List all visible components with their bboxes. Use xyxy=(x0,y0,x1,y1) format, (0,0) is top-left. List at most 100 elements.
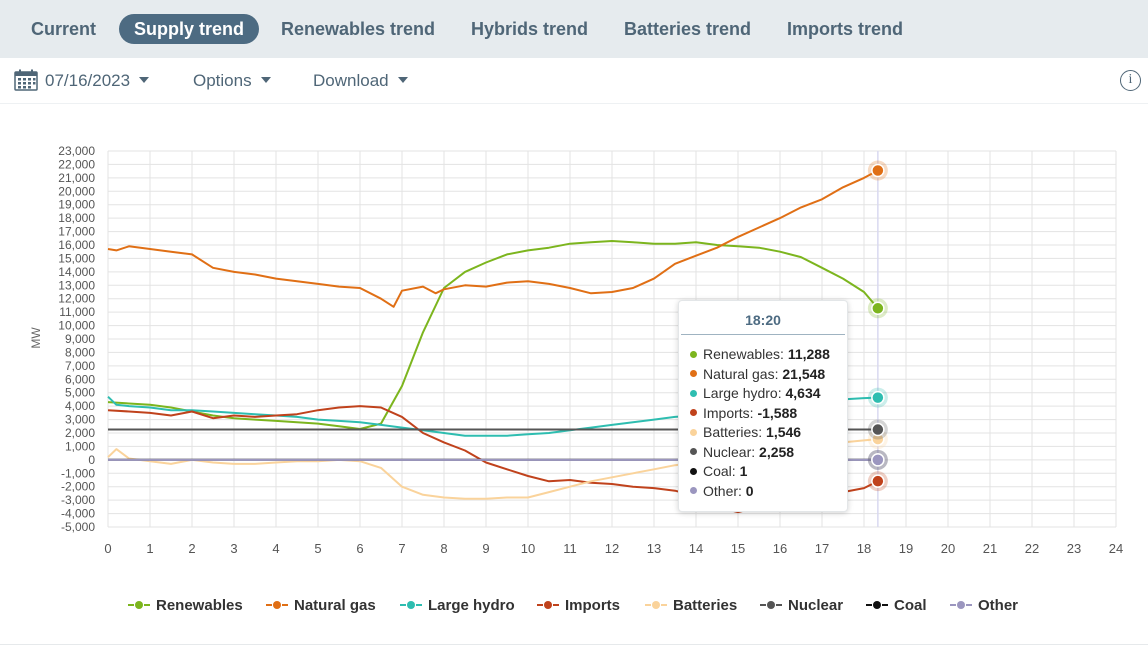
series-dot-icon xyxy=(690,467,697,475)
x-tick-label: 19 xyxy=(899,541,913,556)
y-tick-label: 11,000 xyxy=(59,305,95,319)
x-tick-label: 3 xyxy=(230,541,237,556)
end-marker-other xyxy=(871,453,885,467)
tooltip-row-value: 1,546 xyxy=(766,424,802,440)
info-icon[interactable]: i xyxy=(1120,70,1141,91)
date-picker[interactable]: 07/16/2023 xyxy=(45,70,150,92)
end-marker-halo-natural-gas xyxy=(867,160,888,181)
tooltip-row-label: Other: xyxy=(703,482,746,499)
x-tick-label: 7 xyxy=(398,541,405,556)
y-tick-label: 15,000 xyxy=(58,251,95,265)
series-dot-icon xyxy=(690,389,697,397)
tab-renewables-trend[interactable]: Renewables trend xyxy=(281,19,436,39)
x-tick-label: 12 xyxy=(605,541,619,556)
options-dropdown[interactable]: Options xyxy=(193,70,271,92)
tooltip-row-label: Natural gas: xyxy=(703,365,783,382)
legend-symbol-icon xyxy=(866,600,888,610)
legend-label: Other xyxy=(978,597,1019,614)
legend-item-imports[interactable]: Imports xyxy=(537,596,620,616)
legend-label: Natural gas xyxy=(294,597,376,614)
legend-item-renewables[interactable]: Renewables xyxy=(128,596,243,616)
y-tick-label: 8,000 xyxy=(65,345,95,359)
y-tick-label: 21,000 xyxy=(58,171,95,185)
series-dot-icon xyxy=(690,370,697,378)
tooltip-row-value: 11,288 xyxy=(787,346,830,362)
legend-label: Imports xyxy=(565,597,621,614)
y-tick-label: 18,000 xyxy=(58,211,95,225)
end-marker-halo-renewables xyxy=(867,298,888,319)
x-tick-label: 21 xyxy=(983,541,997,556)
legend-symbol-icon xyxy=(266,600,288,610)
x-tick-label: 8 xyxy=(440,541,447,556)
x-tick-label: 11 xyxy=(563,541,577,556)
y-tick-label: 23,000 xyxy=(58,144,95,158)
tab-imports-trend[interactable]: Imports trend xyxy=(787,19,904,39)
tooltip-row-label: Nuclear: xyxy=(703,443,760,460)
end-marker-large-hydro xyxy=(871,390,885,405)
options-label: Options xyxy=(193,71,252,90)
end-marker-natural-gas xyxy=(871,163,885,178)
x-tick-label: 9 xyxy=(482,541,489,556)
x-tick-label: 14 xyxy=(689,541,703,556)
legend-item-large-hydro[interactable]: Large hydro xyxy=(400,596,515,616)
x-axis-ticks: 0 1 2 3 4 5 6 7 8 9 10 11 12 13 14 15 16 17 18 19 20 21 22 23 24 xyxy=(104,541,1123,556)
divider xyxy=(0,644,1148,645)
tab-supply-trend[interactable]: Supply trend xyxy=(119,14,260,44)
tooltip-row-large-hydro: Large hydro: 4,634 xyxy=(690,385,821,401)
end-marker-nuclear xyxy=(871,422,885,437)
y-tick-label: 1,000 xyxy=(65,439,95,453)
legend-symbol-icon xyxy=(950,600,972,610)
y-tick-label: 20,000 xyxy=(58,184,95,198)
legend-symbol-icon xyxy=(128,600,150,610)
calendar-icon[interactable] xyxy=(14,69,38,91)
download-dropdown[interactable]: Download xyxy=(313,70,408,92)
y-tick-label: -2,000 xyxy=(61,480,95,494)
end-marker-halo-large-hydro xyxy=(867,387,888,408)
tooltip-row-label: Coal: xyxy=(703,463,740,479)
legend-item-nuclear[interactable]: Nuclear xyxy=(760,596,843,616)
x-tick-label: 17 xyxy=(815,541,829,556)
x-tick-label: 2 xyxy=(188,541,195,556)
tooltip-row-value: 4,634 xyxy=(785,385,821,401)
tooltip-row-label: Imports: xyxy=(703,404,758,421)
x-tick-label: 4 xyxy=(272,541,279,556)
download-label: Download xyxy=(313,71,389,90)
tooltip-row-natural-gas: Natural gas: 21,548 xyxy=(690,366,825,382)
y-tick-label: -3,000 xyxy=(61,493,95,507)
tab-current[interactable]: Current xyxy=(31,19,97,39)
chart-end-markers xyxy=(867,160,888,492)
chart-legend: Renewables Natural gas Large hydro Imports B… xyxy=(0,596,1148,616)
tooltip-row-label: Batteries: xyxy=(703,424,767,440)
series-dot-icon xyxy=(690,350,697,358)
x-tick-label: 24 xyxy=(1109,541,1123,556)
end-marker-halo-imports xyxy=(867,471,888,492)
chevron-down-icon xyxy=(397,76,408,83)
tooltip-row-value: 1 xyxy=(739,463,748,479)
end-marker-halo-batteries xyxy=(867,429,888,450)
x-tick-label: 1 xyxy=(146,541,153,556)
legend-item-batteries[interactable]: Batteries xyxy=(645,596,737,616)
series-dot-icon xyxy=(690,409,697,417)
date-value: 07/16/2023 xyxy=(45,71,131,90)
legend-label: Large hydro xyxy=(428,597,515,614)
legend-item-coal[interactable]: Coal xyxy=(866,596,927,616)
tooltip-row-value: -1,588 xyxy=(757,404,798,421)
legend-item-natural-gas[interactable]: Natural gas xyxy=(266,596,376,616)
legend-item-other[interactable]: Other xyxy=(950,596,1018,616)
tab-hybrids-trend[interactable]: Hybrids trend xyxy=(471,19,589,39)
y-tick-label: 9,000 xyxy=(65,332,95,346)
tab-batteries-trend[interactable]: Batteries trend xyxy=(624,19,752,39)
end-marker-halo-coal xyxy=(867,449,888,470)
end-marker-halo-nuclear xyxy=(867,419,888,440)
y-tick-label: 12,000 xyxy=(58,292,95,306)
y-tick-label: 5,000 xyxy=(65,386,95,400)
tooltip-time: 18:20 xyxy=(681,301,845,335)
x-tick-label: 0 xyxy=(104,541,111,556)
x-tick-label: 6 xyxy=(356,541,363,556)
chevron-down-icon xyxy=(260,76,271,83)
tooltip-row-value: 21,548 xyxy=(782,365,826,382)
series-dot-icon xyxy=(690,448,697,456)
x-tick-label: 5 xyxy=(314,541,321,556)
legend-symbol-icon xyxy=(400,600,422,610)
end-marker-renewables xyxy=(871,301,885,316)
